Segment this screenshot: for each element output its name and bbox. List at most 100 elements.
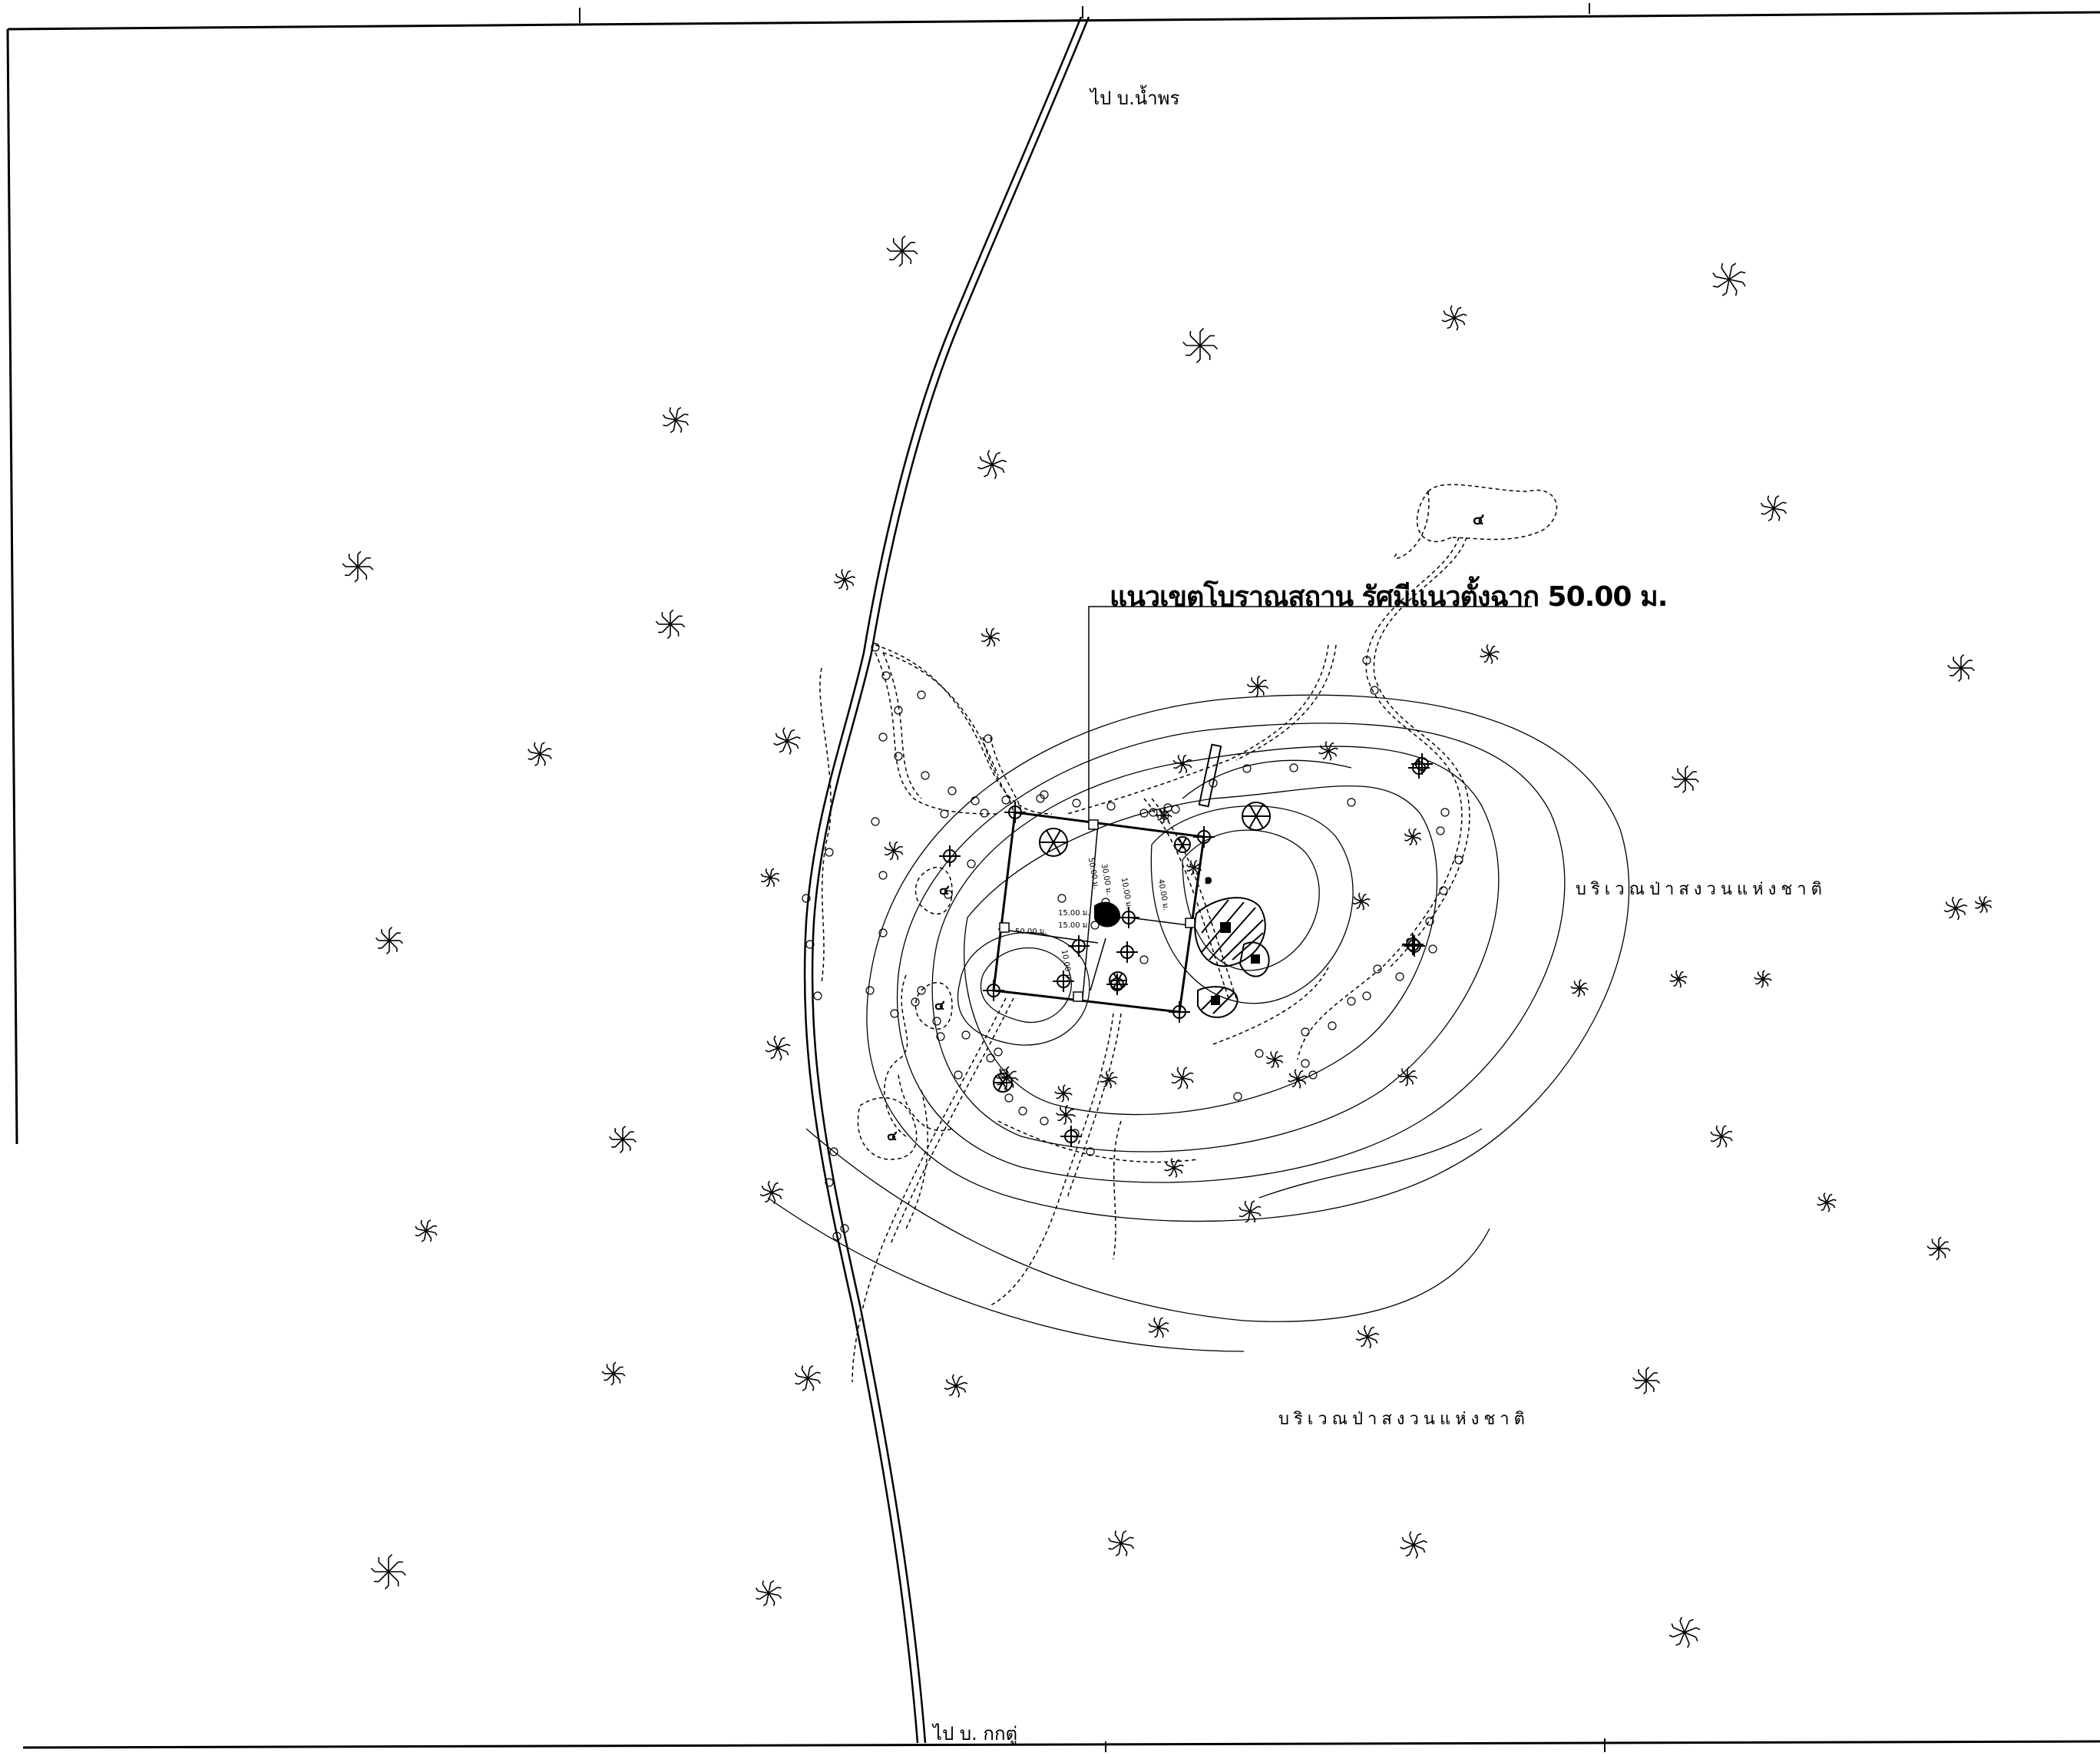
small-circle-marker — [954, 1070, 963, 1080]
small-circle-marker — [1425, 917, 1434, 926]
small-circle-marker — [1373, 964, 1382, 974]
feature-marker: ๔ — [1473, 510, 1485, 528]
survey-point-icon — [1068, 935, 1090, 957]
callout-leader — [1088, 606, 1532, 820]
tree-symbols — [342, 235, 1993, 1649]
small-circle-marker — [871, 817, 880, 826]
small-circle-marker — [944, 890, 953, 899]
tree-symbol-icon — [1632, 1367, 1660, 1394]
tree-symbol-icon — [1055, 1104, 1076, 1126]
tree-symbol-icon — [794, 1364, 822, 1392]
small-circle-marker — [1395, 972, 1404, 981]
tree-symbol-icon — [755, 1579, 782, 1607]
tree-symbol-icon — [1754, 970, 1772, 988]
tree-symbol-icon — [944, 1374, 968, 1398]
small-circle-marker — [1242, 764, 1252, 773]
small-circle-marker — [984, 734, 993, 743]
tree-symbol-icon — [601, 1361, 626, 1386]
tree-symbol-icon — [1400, 1531, 1427, 1559]
small-circle-marker — [1090, 921, 1100, 930]
road-label-south: ไป บ. กกตู่ — [933, 1723, 1018, 1744]
road-label-north: ไป บ.น้ำพร — [1090, 88, 1180, 109]
feature-marker: ๔ — [934, 997, 945, 1014]
tree-symbol-icon — [1107, 1529, 1135, 1557]
small-circle-marker — [1001, 795, 1010, 805]
tree-canopy-icon — [1174, 836, 1191, 853]
small-circle-marker — [1289, 763, 1298, 772]
tree-symbol-icon — [1710, 1125, 1733, 1148]
small-circle-marker — [1086, 1147, 1095, 1156]
dashed-tracks — [819, 484, 1558, 1383]
tree-symbol-icon — [1397, 1066, 1418, 1087]
small-circle-marker — [1004, 1093, 1014, 1103]
small-circle-marker — [1018, 1106, 1027, 1116]
ruin-structures — [1094, 743, 1270, 1018]
small-circle-marker — [871, 643, 880, 652]
survey-points — [939, 753, 1433, 1147]
tree-symbol-icon — [1148, 1317, 1169, 1338]
small-circle-marker — [878, 732, 888, 742]
small-circle-marker — [1428, 944, 1437, 954]
tree-symbol-icon — [342, 551, 374, 583]
contour-lines — [767, 694, 1630, 1352]
small-circle-marker — [917, 690, 926, 699]
small-circle-marker — [840, 1224, 849, 1233]
small-circle-marker — [878, 928, 888, 938]
tree-canopy-icon — [1039, 828, 1068, 857]
small-circle-marker — [1000, 1069, 1009, 1078]
small-circle-marker — [947, 786, 957, 795]
small-circle-marker — [911, 997, 920, 1007]
small-circle-marker — [1070, 1129, 1080, 1138]
small-circle-marker — [825, 848, 834, 857]
small-circle-marker — [980, 809, 989, 818]
survey-point-icon — [1411, 753, 1433, 775]
small-circle-marker — [971, 796, 980, 805]
sheet-frame — [6, 3, 2100, 1752]
small-circle-marker — [1362, 991, 1371, 1000]
tree-symbol-icon — [1672, 766, 1699, 793]
dimension-label: 50.00 ม. — [1015, 928, 1047, 936]
boundary-annotation: แนวเขตโบราณสถาน รัศมีแนวตั้งฉาก 50.00 ม. — [1110, 581, 1668, 613]
small-circle-marker — [825, 1178, 834, 1187]
tree-symbol-icon — [773, 727, 801, 755]
tree-symbol-icon — [655, 609, 686, 640]
tree-symbol-icon — [1054, 1084, 1073, 1103]
survey-point-icon — [1053, 971, 1074, 992]
tree-symbol-icon — [886, 235, 918, 267]
tree-symbol-icon — [1182, 328, 1218, 363]
tree-symbol-icon — [1570, 979, 1589, 997]
tree-symbol-icon — [375, 927, 403, 954]
feature-marker: ๔ — [887, 1128, 898, 1144]
tree-symbol-icon — [833, 568, 856, 591]
area-label-east: บริเวณป่าสงวนแห่งชาติ — [1576, 880, 1827, 899]
small-circle-marker — [1233, 1092, 1242, 1101]
small-circle-marker — [890, 1009, 899, 1018]
tree-symbol-icon — [1441, 305, 1467, 331]
small-circle-marker — [1347, 997, 1356, 1006]
survey-point-icon — [983, 980, 1004, 1001]
small-circle-marker — [1370, 686, 1379, 695]
tree-symbol-icon — [1171, 1066, 1194, 1090]
dimension-label: 15.00 ม. — [1058, 921, 1090, 930]
survey-point-icon — [939, 845, 961, 867]
small-circle-marker — [1106, 802, 1116, 811]
small-circle-marker — [802, 894, 811, 903]
small-circle-marker — [894, 706, 903, 715]
small-circle-marker — [940, 809, 949, 818]
small-circle-marker — [1436, 826, 1445, 835]
tree-symbol-icon — [1355, 1324, 1380, 1349]
tree-symbol-icon — [1100, 1070, 1118, 1089]
tree-symbol-icon — [1288, 1069, 1308, 1089]
tree-symbol-icon — [1926, 1236, 1951, 1261]
small-circle-marker — [878, 871, 888, 880]
small-circle-marker — [1101, 898, 1110, 907]
small-circle-marker — [994, 1047, 1003, 1057]
tree-symbol-icon — [1404, 828, 1422, 846]
survey-point-icon — [1193, 826, 1215, 848]
tree-symbol-icon — [1668, 1616, 1701, 1649]
area-label-south: บริเวณป่าสงวนแห่งชาติ — [1278, 1410, 1530, 1429]
small-circle-marker — [932, 1017, 941, 1026]
tree-symbol-icon — [371, 1554, 406, 1589]
